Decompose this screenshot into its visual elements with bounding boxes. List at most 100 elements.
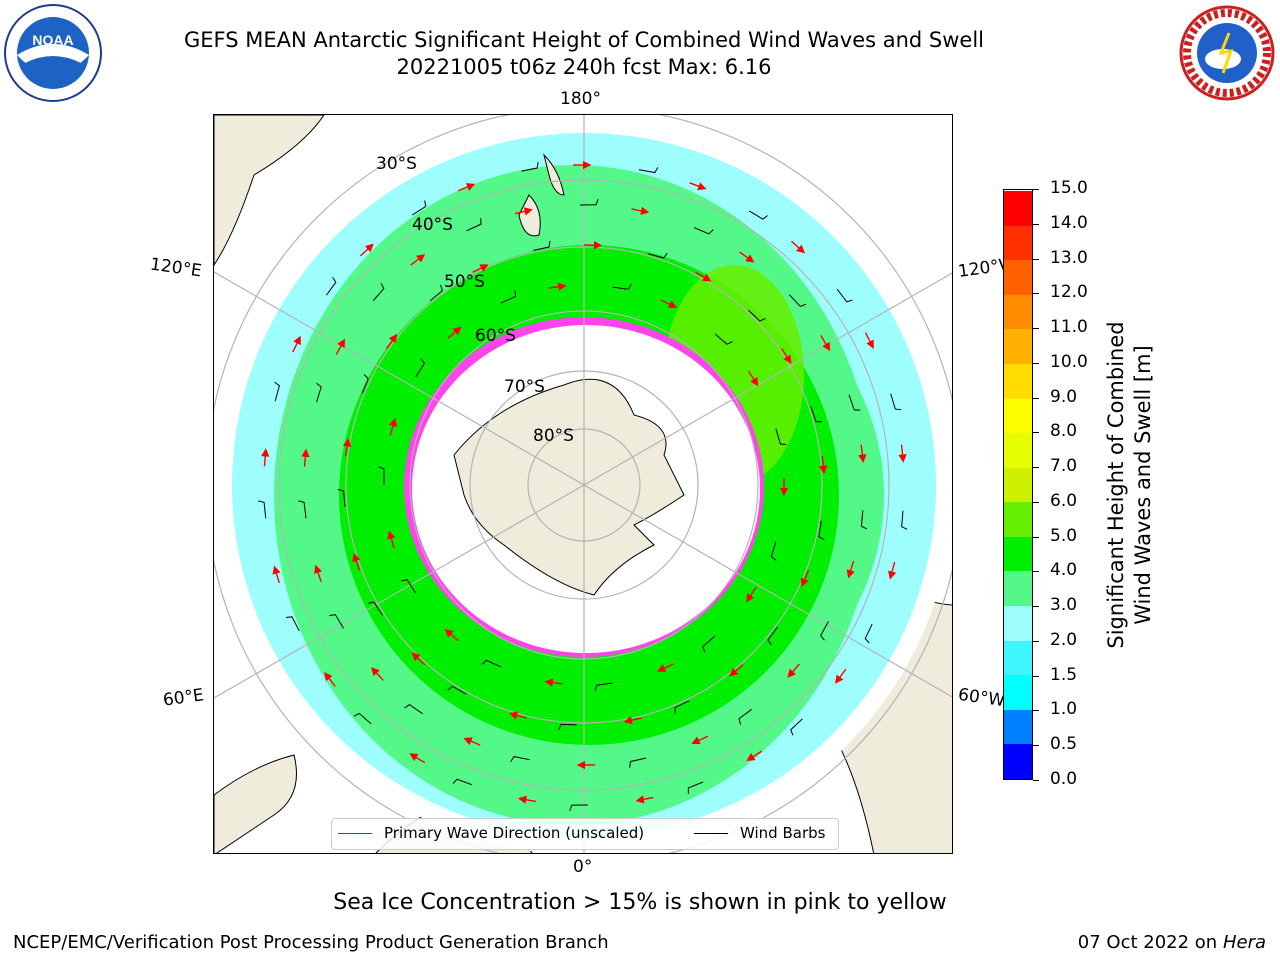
wave-direction-arrow — [388, 417, 397, 436]
wind-barb — [580, 199, 599, 206]
wind-barb — [285, 616, 300, 632]
wind-barb — [316, 382, 322, 403]
wave-direction-arrow — [514, 207, 533, 216]
wind-barb — [378, 466, 385, 485]
wave-direction-arrow — [548, 282, 567, 291]
colorbar-cell — [1004, 709, 1032, 745]
wave-direction-arrow — [656, 663, 674, 672]
wind-barb — [674, 700, 690, 714]
colorbar-tick-mark — [1033, 432, 1039, 434]
wind-barb — [510, 756, 530, 762]
wind-barb — [818, 520, 825, 541]
legend-item-primary-wave: Primary Wave Direction (unscaled) — [338, 824, 644, 842]
footer-machine: Hera — [1222, 932, 1266, 953]
wave-direction-arrow — [781, 348, 792, 364]
footer-date: 07 Oct 2022 on Hera — [1077, 932, 1266, 953]
legend-red-line-icon — [338, 832, 372, 834]
wave-direction-arrow — [631, 206, 650, 215]
wind-barb — [629, 757, 647, 768]
colorbar-tick-mark — [1033, 536, 1039, 538]
colorbar-cell — [1004, 605, 1032, 641]
wave-direction-arrow — [458, 183, 476, 192]
wave-direction-arrow — [835, 668, 847, 684]
colorbar-tick: 2.0 — [1050, 629, 1078, 650]
wind-barb — [810, 406, 823, 423]
lat-label-40s: 40°S — [412, 215, 453, 235]
colorbar-cell — [1004, 743, 1032, 779]
wave-direction-arrow — [463, 737, 481, 746]
colorbar-tick-mark — [1033, 571, 1039, 573]
wind-barb — [638, 167, 659, 174]
colorbar-tick: 1.5 — [1050, 664, 1078, 685]
wind-barb — [770, 541, 777, 561]
wave-direction-arrow — [385, 333, 398, 350]
wave-direction-arrow — [314, 564, 323, 583]
lat-label-30s: 30°S — [376, 154, 417, 174]
colorbar-tick: 4.0 — [1050, 560, 1078, 581]
lon-label-60e: 60°E — [161, 685, 206, 711]
colorbar-cell — [1004, 225, 1032, 261]
colorbar-tick: 7.0 — [1050, 456, 1078, 477]
wind-barb — [702, 635, 716, 653]
wind-barb — [890, 393, 902, 411]
wind-barb — [429, 284, 444, 302]
colorbar — [1003, 189, 1033, 780]
wind-barb — [329, 614, 344, 629]
wave-direction-arrow — [746, 750, 762, 762]
legend-black-line-icon — [694, 832, 728, 834]
wind-barb — [790, 718, 803, 736]
lon-label-60w: 60°W — [956, 684, 1007, 712]
wind-barb — [298, 500, 307, 519]
colorbar-cell — [1004, 294, 1032, 330]
wave-direction-arrow — [739, 251, 755, 263]
wind-barb — [594, 682, 613, 692]
colorbar-tick-mark — [1033, 223, 1039, 225]
lat-label-60s: 60°S — [475, 326, 516, 346]
wave-direction-arrow — [691, 735, 709, 745]
wave-direction-arrow — [292, 335, 301, 353]
noaa-logo: NOAA — [4, 4, 102, 102]
colorbar-tick: 0.5 — [1050, 734, 1078, 755]
wind-barb — [569, 804, 588, 811]
colorbar-cell — [1004, 501, 1032, 537]
wave-direction-arrow — [858, 444, 867, 463]
colorbar-tick: 11.0 — [1050, 317, 1088, 338]
wind-barb — [367, 601, 384, 616]
wind-barb — [412, 200, 427, 216]
colorbar-cell — [1004, 363, 1032, 399]
legend-item-wind-barbs: Wind Barbs — [694, 824, 825, 842]
wind-barb — [836, 288, 853, 303]
wave-direction-arrow — [410, 254, 426, 266]
colorbar-tick-mark — [1033, 745, 1039, 747]
wind-barb — [337, 488, 346, 508]
colorbar-tick-mark — [1033, 501, 1039, 503]
colorbar-cell — [1004, 328, 1032, 364]
wave-direction-arrow — [846, 560, 855, 579]
colorbar-cell — [1004, 536, 1032, 572]
wave-direction-arrow — [888, 561, 897, 580]
wind-barb — [372, 283, 385, 301]
wind-barb — [901, 510, 908, 530]
wave-direction-arrow — [272, 565, 281, 584]
land-madagascar — [214, 754, 297, 853]
wave-direction-arrow — [370, 667, 384, 681]
wind-barb — [325, 277, 337, 296]
colorbar-tick-mark — [1033, 467, 1039, 469]
wave-direction-arrow — [517, 795, 536, 804]
wind-barb — [500, 290, 516, 304]
wave-direction-arrow — [689, 182, 707, 191]
wind-barb — [415, 358, 426, 378]
wave-direction-arrow — [820, 335, 831, 352]
land-australia — [214, 115, 325, 266]
chart-subtitle: 20221005 t06z 240h fcst Max: 6.16 — [396, 55, 772, 79]
sea-ice-note: Sea Ice Concentration > 15% is shown in … — [333, 890, 947, 915]
colorbar-tick-mark — [1033, 710, 1039, 712]
wave-direction-arrow — [660, 299, 678, 309]
colorbar-tick: 12.0 — [1050, 282, 1088, 303]
wind-barb — [481, 659, 502, 668]
wind-barb — [738, 708, 753, 725]
wave-direction-arrow — [411, 652, 426, 666]
colorbar-cell — [1004, 570, 1032, 607]
wave-direction-arrow — [352, 552, 361, 571]
polar-map: 30°S 40°S 50°S 60°S 70°S 80°S — [214, 115, 952, 853]
